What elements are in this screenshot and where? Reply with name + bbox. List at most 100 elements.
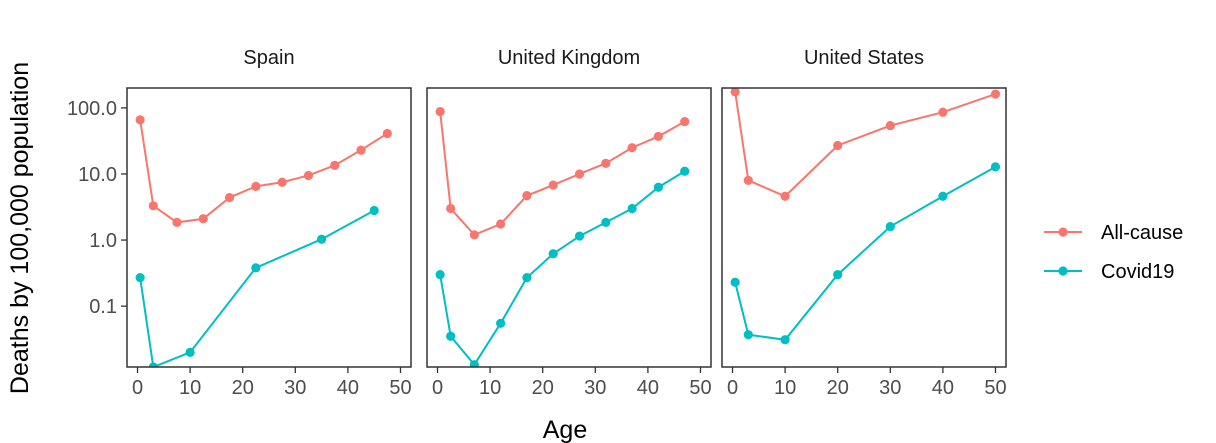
x-tick-label: 20: [532, 377, 554, 399]
data-point-covid19: [469, 360, 479, 367]
series-group: [730, 88, 1001, 345]
x-tick-label: 40: [637, 377, 659, 399]
data-point-covid19: [833, 270, 843, 280]
data-point-all-cause: [303, 170, 314, 181]
data-point-all-cause: [601, 158, 611, 168]
panels: Spain 0 10 20 30 40 50 0.1 1.0 10.0 100.0 United Ki…: [67, 47, 1007, 399]
legend-key-point: [1058, 266, 1068, 276]
data-point-covid19: [435, 270, 445, 280]
data-point-all-cause: [780, 191, 790, 201]
data-point-all-cause: [148, 201, 158, 211]
data-point-covid19: [743, 330, 753, 340]
data-point-all-cause: [548, 180, 558, 190]
data-point-covid19: [496, 318, 506, 328]
series-line-all-cause: [139, 119, 388, 224]
data-point-covid19: [730, 277, 740, 287]
y-tick-label: 100.0: [67, 98, 117, 120]
data-point-covid19: [990, 162, 1001, 172]
x-tick-label: 0: [432, 377, 443, 399]
x-axis-title: Age: [543, 416, 587, 443]
data-point-all-cause: [469, 230, 479, 240]
panel-united-kingdom: United Kingdom 0 10 20 30 40 50: [426, 47, 712, 399]
data-point-all-cause: [680, 117, 690, 127]
series-line-covid19: [139, 209, 375, 367]
x-tick-label: 10: [179, 377, 201, 399]
legend-label: Covid19: [1101, 261, 1174, 283]
x-tick-label: 10: [774, 377, 796, 399]
x-tick-label: 40: [932, 377, 954, 399]
legend-label: All-cause: [1101, 222, 1183, 244]
data-point-covid19: [251, 263, 261, 273]
data-point-all-cause: [627, 143, 637, 153]
data-point-covid19: [548, 249, 558, 259]
data-point-covid19: [601, 217, 611, 228]
data-point-all-cause: [730, 88, 740, 97]
x-tick-label: 50: [984, 377, 1006, 399]
data-point-all-cause: [435, 106, 445, 117]
x-tick-label: 10: [479, 377, 501, 399]
series-group: [135, 115, 392, 367]
data-point-all-cause: [172, 217, 182, 228]
x-tick-label: 30: [584, 377, 606, 399]
data-point-covid19: [135, 273, 145, 283]
y-axis-title: Deaths by 100,000 population: [6, 62, 34, 394]
data-point-covid19: [369, 205, 379, 216]
x-tick-label: 0: [727, 377, 738, 399]
panel-title-spain: Spain: [243, 47, 294, 69]
x-tick-label: 0: [132, 377, 143, 399]
x-tick-label: 50: [689, 377, 711, 399]
panel-border: [426, 87, 712, 368]
data-point-all-cause: [574, 169, 585, 179]
x-tick-label: 50: [389, 377, 411, 399]
y-tick-label: 0.1: [89, 296, 117, 318]
data-point-all-cause: [198, 214, 208, 224]
series-line-all-cause: [734, 91, 996, 198]
legend: All-cause Covid19: [1044, 222, 1183, 283]
data-point-covid19: [653, 182, 664, 192]
data-point-covid19: [574, 231, 585, 241]
data-point-covid19: [627, 203, 637, 214]
x-tick-label: 20: [232, 377, 254, 399]
legend-key-point: [1058, 227, 1068, 237]
data-point-all-cause: [653, 131, 664, 142]
panel-title-united-kingdom: United Kingdom: [498, 47, 640, 69]
data-point-all-cause: [743, 175, 753, 185]
data-point-all-cause: [224, 192, 235, 203]
x-tick-label: 20: [827, 377, 849, 399]
panel-border: [721, 87, 1007, 368]
data-point-all-cause: [990, 89, 1001, 99]
data-point-covid19: [185, 347, 195, 357]
x-tick-label: 40: [337, 377, 359, 399]
series-line-covid19: [734, 166, 996, 341]
legend-item-all-cause: All-cause: [1044, 222, 1183, 244]
series-group: [435, 106, 690, 367]
data-point-all-cause: [938, 107, 948, 117]
panel-united-states: United States 0 10 20 30 40 50: [721, 47, 1007, 399]
data-point-all-cause: [446, 203, 456, 214]
data-point-covid19: [780, 335, 790, 345]
legend-item-covid19: Covid19: [1044, 261, 1174, 283]
panel-border: [126, 87, 412, 368]
panel-title-united-states: United States: [804, 47, 924, 69]
data-point-all-cause: [135, 115, 145, 125]
data-point-covid19: [522, 273, 532, 283]
y-tick-label: 10.0: [78, 164, 117, 186]
series-line-all-cause: [439, 111, 686, 237]
data-point-all-cause: [522, 191, 532, 201]
data-point-all-cause: [496, 219, 506, 229]
data-point-all-cause: [885, 120, 895, 131]
data-point-all-cause: [330, 160, 340, 170]
data-point-covid19: [885, 221, 895, 232]
data-point-all-cause: [382, 128, 392, 139]
data-point-all-cause: [251, 181, 261, 191]
data-point-covid19: [148, 362, 158, 367]
data-point-covid19: [316, 234, 327, 244]
series-line-covid19: [439, 170, 686, 367]
x-tick-label: 30: [284, 377, 306, 399]
y-tick-label: 1.0: [89, 230, 117, 252]
data-point-covid19: [680, 166, 690, 176]
data-point-all-cause: [277, 177, 287, 187]
data-point-covid19: [938, 191, 948, 201]
panel-spain: Spain 0 10 20 30 40 50 0.1 1.0 10.0 100.0: [67, 47, 412, 399]
